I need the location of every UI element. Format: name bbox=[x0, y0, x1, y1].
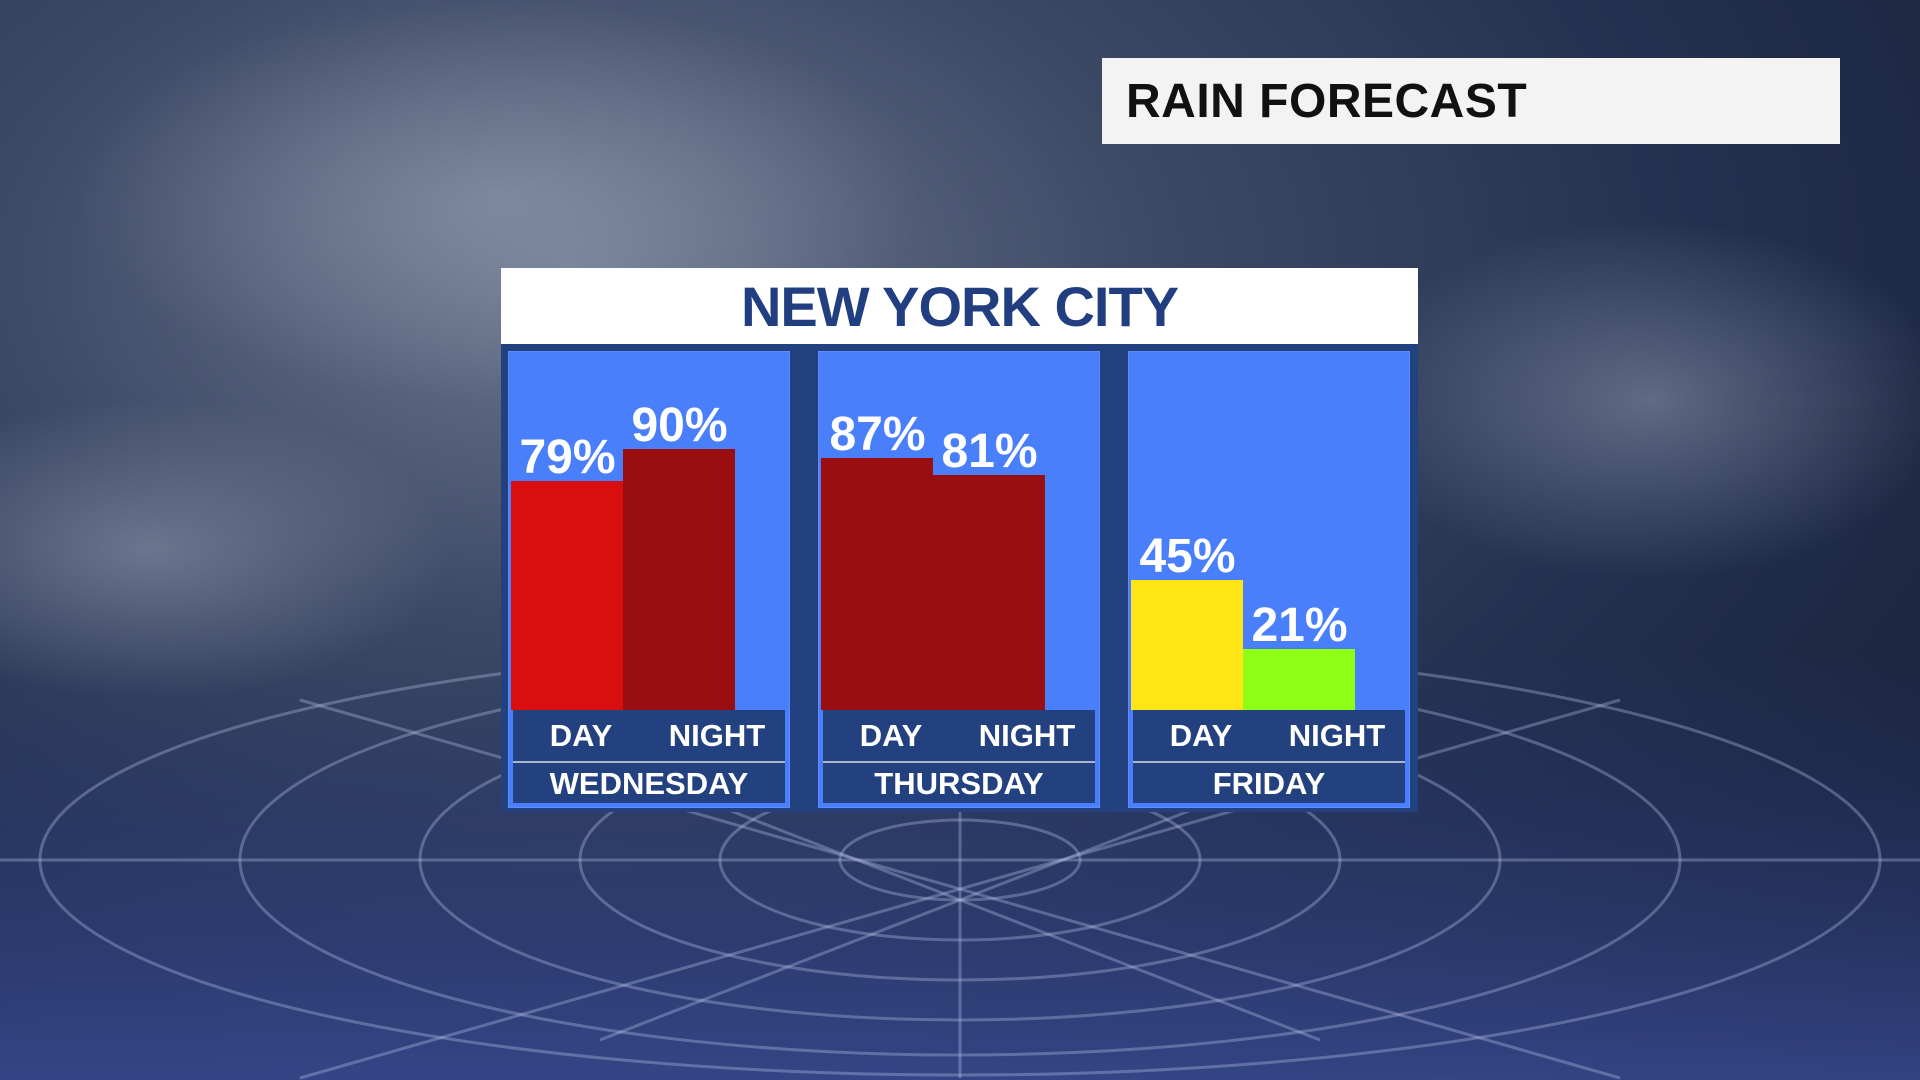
day-panel-thursday: 87% 81% DAY NIGHT THURSDAY bbox=[818, 351, 1100, 808]
bar-night bbox=[1243, 649, 1355, 710]
bar-value-label: 87% bbox=[829, 407, 926, 461]
period-labels: DAY NIGHT bbox=[513, 710, 785, 763]
chart-title: NEW YORK CITY bbox=[740, 274, 1179, 338]
bar-day bbox=[511, 480, 623, 710]
page-title: RAIN FORECAST bbox=[1126, 74, 1528, 128]
day-label: THURSDAY bbox=[874, 766, 1044, 801]
bars-area: 87% 81% bbox=[821, 352, 1097, 710]
period-label: NIGHT bbox=[1288, 717, 1386, 753]
bar-value-label: 81% bbox=[941, 425, 1038, 479]
bars-area: 79% 90% bbox=[511, 352, 787, 710]
rain-forecast-title-box: RAIN FORECAST bbox=[1102, 58, 1840, 144]
chart-header: NEW YORK CITY bbox=[501, 268, 1418, 344]
day-label: WEDNESDAY bbox=[549, 766, 749, 801]
period-labels: DAY NIGHT bbox=[1133, 710, 1405, 763]
bar-night bbox=[623, 449, 735, 710]
axis-labels: DAY NIGHT FRIDAY bbox=[1131, 710, 1407, 805]
day-label: FRIDAY bbox=[1212, 766, 1326, 801]
bar-value-label: 21% bbox=[1251, 599, 1348, 653]
period-label: DAY bbox=[859, 717, 923, 753]
period-label: DAY bbox=[549, 717, 613, 753]
bar-value-label: 90% bbox=[631, 399, 728, 452]
bar-day bbox=[821, 457, 933, 710]
bars-area: 45% 21% bbox=[1131, 352, 1407, 710]
period-labels: DAY NIGHT bbox=[823, 710, 1095, 763]
day-panel-friday: 45% 21% DAY NIGHT FRIDAY bbox=[1128, 351, 1410, 808]
bar-night bbox=[933, 475, 1045, 710]
period-label: NIGHT bbox=[978, 717, 1076, 753]
period-label: NIGHT bbox=[668, 717, 766, 753]
bar-value-label: 79% bbox=[519, 430, 616, 484]
bar-value-label: 45% bbox=[1139, 529, 1236, 583]
axis-labels: DAY NIGHT THURSDAY bbox=[821, 710, 1097, 805]
day-panel-wednesday: 79% 90% DAY NIGHT WEDNESDAY bbox=[508, 351, 790, 808]
period-label: DAY bbox=[1169, 717, 1233, 753]
bar-day bbox=[1131, 579, 1243, 710]
rain-chance-chart: NEW YORK CITY 79% 90% DAY NIGHT WEDNESDAY 87%… bbox=[501, 268, 1418, 812]
axis-labels: DAY NIGHT WEDNESDAY bbox=[511, 710, 787, 805]
